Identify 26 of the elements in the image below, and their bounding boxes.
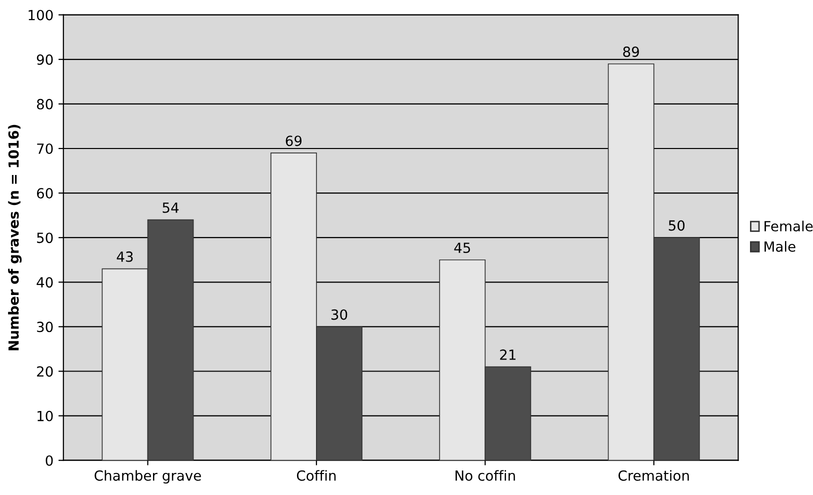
data-label: 45 (454, 242, 470, 254)
y-tick-label: 0 (46, 455, 53, 466)
y-tick-label: 70 (37, 143, 53, 154)
data-label: 21 (500, 349, 516, 360)
x-tick-label: Chamber grave (94, 470, 201, 484)
y-tick-label: 20 (37, 366, 53, 377)
data-label: 43 (116, 251, 133, 262)
legend-label: Female (764, 220, 813, 232)
legend-label: Male (764, 241, 796, 252)
x-tick-label: Cremation (618, 470, 689, 481)
y-tick-label: 100 (28, 10, 53, 20)
data-label: 69 (286, 136, 302, 146)
data-label: 30 (331, 309, 348, 320)
x-tick-label: Coffin (296, 470, 336, 481)
y-axis-title: Number of graves (n = 1016) (8, 124, 22, 350)
data-label: 54 (162, 202, 179, 213)
y-tick-label: 90 (36, 54, 53, 65)
y-tick-label: 50 (37, 232, 53, 244)
x-tick-label: No coffin (456, 470, 515, 481)
data-label: 50 (668, 220, 685, 231)
y-tick-label: 30 (37, 322, 53, 332)
y-tick-label: 60 (36, 188, 53, 199)
data-label: 89 (623, 46, 639, 57)
y-tick-label: 10 (38, 410, 53, 422)
y-tick-label: 40 (36, 277, 53, 288)
y-tick-label: 80 (36, 98, 53, 110)
